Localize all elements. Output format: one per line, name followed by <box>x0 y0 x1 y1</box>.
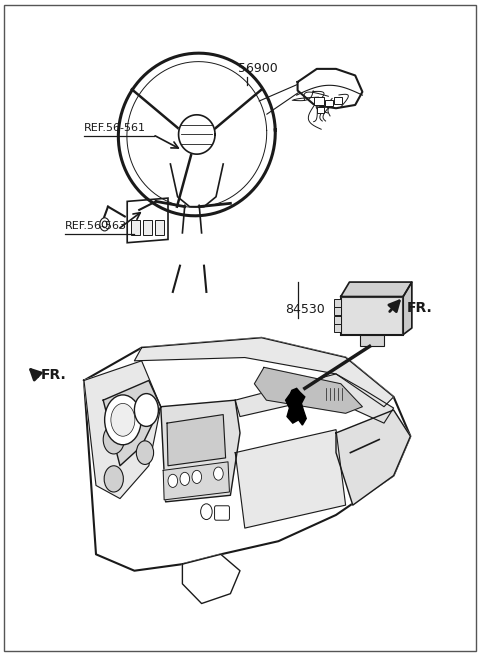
Bar <box>334 308 341 316</box>
Polygon shape <box>235 430 346 528</box>
Polygon shape <box>235 374 394 423</box>
Bar <box>334 97 342 104</box>
Text: 84530: 84530 <box>286 303 325 316</box>
Bar <box>334 324 341 332</box>
Circle shape <box>134 394 158 426</box>
Polygon shape <box>254 367 362 413</box>
Polygon shape <box>336 410 410 505</box>
Text: REF.56-561: REF.56-561 <box>84 123 146 133</box>
Polygon shape <box>127 198 168 243</box>
Circle shape <box>103 425 124 454</box>
Circle shape <box>168 474 178 487</box>
Text: FR.: FR. <box>41 368 67 382</box>
Circle shape <box>201 504 212 520</box>
Circle shape <box>100 218 109 231</box>
Circle shape <box>192 470 202 483</box>
Bar <box>143 220 152 235</box>
Polygon shape <box>286 388 306 425</box>
Polygon shape <box>84 338 410 571</box>
Bar <box>325 100 333 106</box>
Polygon shape <box>134 338 394 407</box>
Polygon shape <box>167 415 226 466</box>
Circle shape <box>180 472 190 485</box>
Bar <box>317 107 324 113</box>
Bar <box>131 220 140 235</box>
Text: 56900: 56900 <box>238 62 277 75</box>
Circle shape <box>136 441 154 464</box>
Text: REF.56-563: REF.56-563 <box>65 221 127 232</box>
Polygon shape <box>161 400 240 502</box>
Text: FR.: FR. <box>407 301 433 316</box>
Bar <box>360 335 384 346</box>
Polygon shape <box>182 554 240 604</box>
Bar <box>334 299 341 307</box>
Bar <box>334 316 341 323</box>
Polygon shape <box>163 462 229 500</box>
Bar <box>155 220 164 235</box>
Polygon shape <box>403 282 412 335</box>
Polygon shape <box>84 361 161 499</box>
Circle shape <box>111 403 135 436</box>
Polygon shape <box>103 380 161 466</box>
Bar <box>314 97 324 105</box>
Polygon shape <box>298 69 362 108</box>
Circle shape <box>102 221 107 228</box>
FancyBboxPatch shape <box>341 297 403 335</box>
Polygon shape <box>182 205 202 233</box>
Polygon shape <box>341 282 412 297</box>
Circle shape <box>104 466 123 492</box>
FancyBboxPatch shape <box>215 506 229 520</box>
Circle shape <box>105 395 141 445</box>
Circle shape <box>214 467 223 480</box>
Polygon shape <box>179 115 215 154</box>
